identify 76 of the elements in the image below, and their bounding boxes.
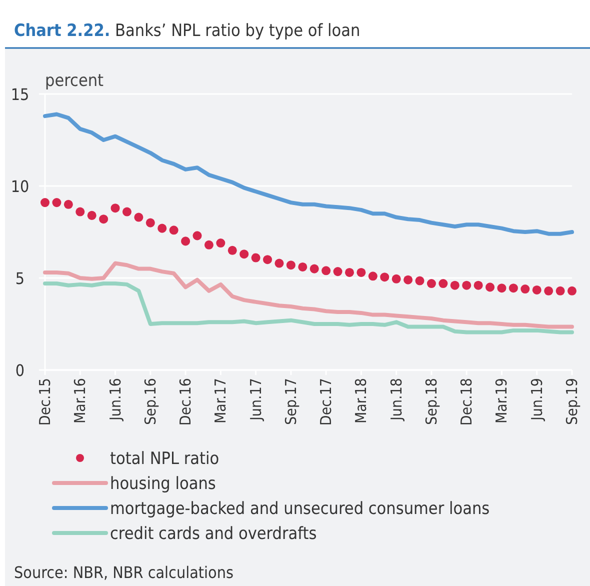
x-tick-label: Mar.18 (352, 378, 370, 424)
point (404, 275, 413, 284)
point (64, 200, 73, 209)
y-axis-title: percent (45, 71, 104, 91)
x-tick-label: Jun.17 (246, 378, 265, 422)
point (216, 238, 226, 248)
line-series (43, 112, 574, 236)
point (110, 204, 120, 213)
x-tick-label: Dec.15 (36, 378, 54, 426)
point (40, 198, 50, 208)
point (52, 198, 62, 208)
point (532, 285, 542, 294)
point (134, 212, 144, 222)
chart-title: Chart 2.22. Banks’ NPL ratio by type of loan (14, 21, 360, 41)
point (262, 255, 272, 264)
point (508, 284, 518, 293)
line-series (43, 282, 574, 334)
point (520, 284, 530, 294)
point (322, 266, 331, 276)
source-note: Source: NBR, NBR calculations (14, 563, 234, 582)
legend-label: mortgage-backed and unsecured consumer loans (110, 499, 490, 519)
point (438, 279, 448, 288)
line-series (43, 261, 574, 329)
y-tick-label: 0 (15, 361, 25, 380)
point (192, 231, 202, 240)
point (169, 226, 178, 235)
point (486, 282, 495, 292)
legend-label: credit cards and overdrafts (110, 524, 317, 544)
point (497, 284, 506, 293)
point (146, 218, 155, 228)
legend-label: housing loans (110, 474, 216, 494)
x-tick-label: Sep.17 (282, 378, 300, 425)
point (76, 207, 85, 216)
point (544, 286, 554, 296)
point (99, 214, 108, 224)
point (392, 274, 401, 284)
point (310, 264, 319, 274)
x-tick-label: Dec.18 (458, 378, 476, 426)
point (450, 280, 460, 290)
x-tick-label: Mar.17 (212, 378, 230, 424)
y-tick-label: 10 (10, 177, 30, 196)
point (556, 286, 565, 296)
point (228, 246, 237, 255)
x-tick-label: Jun.18 (387, 378, 406, 422)
point (251, 253, 260, 262)
y-tick-label: 5 (15, 269, 25, 288)
x-tick-label: Dec.16 (176, 378, 195, 426)
point (274, 258, 284, 268)
y-tick-label: 15 (10, 85, 30, 104)
point (87, 210, 96, 220)
point (333, 267, 342, 276)
x-tick-label: Dec.17 (317, 378, 336, 426)
point (426, 279, 436, 288)
point (204, 240, 214, 250)
x-tick-label: Sep.19 (563, 378, 581, 425)
point (122, 207, 132, 216)
x-tick-label: Sep.18 (422, 378, 440, 425)
point (462, 280, 472, 290)
x-tick-label: Mar.16 (71, 378, 90, 424)
x-tick-label: Jun.19 (528, 378, 546, 422)
point (356, 268, 366, 277)
point (380, 272, 390, 282)
point (158, 224, 167, 233)
point (240, 250, 249, 259)
legend-label: total NPL ratio (110, 449, 220, 469)
x-tick-label: Sep.16 (141, 378, 160, 425)
point (344, 268, 354, 277)
point (368, 272, 378, 281)
point (286, 260, 296, 270)
x-tick-label: Mar.19 (492, 378, 511, 424)
point (415, 276, 424, 286)
point (181, 236, 190, 246)
point (298, 262, 308, 272)
point (474, 280, 483, 290)
point (567, 286, 577, 296)
x-tick-label: Jun.16 (106, 378, 124, 422)
